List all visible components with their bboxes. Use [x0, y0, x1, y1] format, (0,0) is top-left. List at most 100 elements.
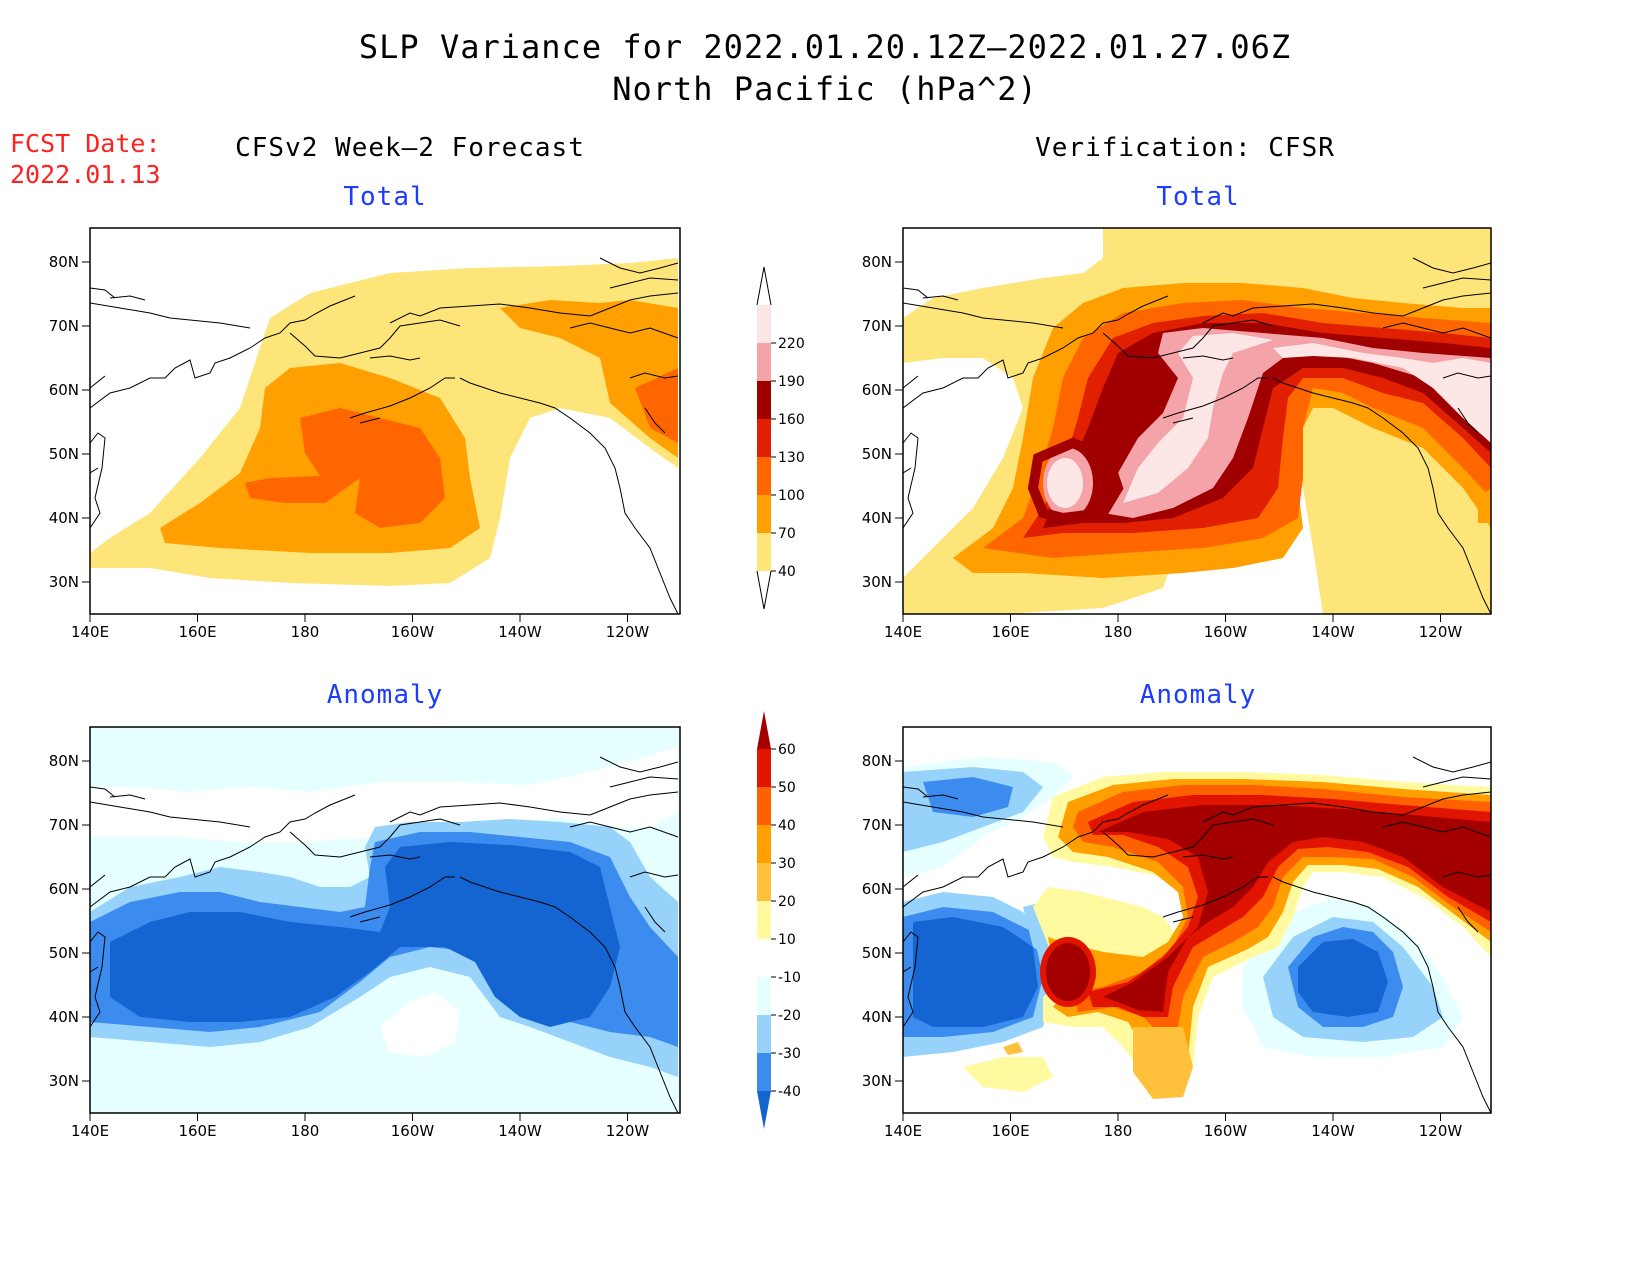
verif-anomaly-lat-label: 60N [862, 880, 892, 898]
verif-anomaly-lon-label: 120W [1419, 1122, 1463, 1140]
fcst-anomaly-frame [89, 726, 681, 1114]
colorbar-total-swatch [757, 343, 771, 381]
colorbar-anomaly-swatch [757, 939, 771, 977]
fcst-anomaly-lon-label: 140W [498, 1122, 542, 1140]
verif-total-lon-label: 120W [1419, 623, 1463, 641]
fcst-total-lat-label: 50N [49, 445, 79, 463]
verif-anomaly-subtitle: Anomaly [1139, 680, 1257, 710]
colorbar-total: 40 70 100 130 160 190 220 [756, 266, 805, 610]
fcst-anomaly-lat-label: 60N [49, 880, 79, 898]
verif-total-lon-label: 160W [1204, 623, 1248, 641]
verif-total-lat-label: 30N [862, 573, 892, 591]
verif-anomaly-lon-label: 160W [1204, 1122, 1248, 1140]
colorbar-total-swatch [757, 381, 771, 419]
colorbar-anomaly-swatch [757, 749, 771, 787]
fcst-anomaly-lon-label: 120W [606, 1122, 650, 1140]
fcst-total-lon-label: 180 [291, 623, 320, 641]
colorbar-anomaly-label: -30 [778, 1046, 801, 1062]
fcst-anomaly-lon-label: 160E [178, 1122, 216, 1140]
fcst-date-value: 2022.01.13 [10, 160, 161, 189]
verif-total-lon-label: 180 [1104, 623, 1133, 641]
verif-anomaly-lat-label: 30N [862, 1072, 892, 1090]
verif-total-lat-label: 70N [862, 317, 892, 335]
colorbar-anomaly-label: 40 [778, 818, 796, 834]
fcst-total-lon-label: 160W [391, 623, 435, 641]
fcst-anomaly-lat-label: 40N [49, 1008, 79, 1026]
verif-anomaly-lat-label: 40N [862, 1008, 892, 1026]
colorbar-total-swatch [757, 457, 771, 495]
colorbar-total-label: 190 [778, 374, 805, 390]
main-title: SLP Variance for 2022.01.20.12Z–2022.01.… [358, 28, 1292, 66]
fcst-total-lat-label: 60N [49, 381, 79, 399]
colorbar-anomaly-label: -20 [778, 1008, 801, 1024]
colorbar-anomaly-label: 20 [778, 894, 796, 910]
verification-column-header: Verification: CFSR [1035, 133, 1335, 163]
fcst-anomaly-lat-label: 80N [49, 752, 79, 770]
fcst-anomaly-lat-label: 30N [49, 1072, 79, 1090]
fcst-date-block: FCST Date: 2022.01.13 [10, 128, 161, 190]
colorbar-anomaly-label: -40 [778, 1084, 801, 1100]
verif-total-lat-label: 40N [862, 509, 892, 527]
verif-total-lon-label: 160E [991, 623, 1029, 641]
fcst-total-lat-label: 70N [49, 317, 79, 335]
colorbar-anomaly-label: 60 [778, 742, 796, 758]
main-subtitle: North Pacific (hPa^2) [612, 70, 1038, 108]
fcst-total-lon-label: 160E [178, 623, 216, 641]
fcst-total-lon-label: 120W [606, 623, 650, 641]
colorbar-anomaly-label: -10 [778, 970, 801, 986]
colorbar-anomaly-swatch [757, 977, 771, 1015]
fcst-anomaly-lon-label: 180 [291, 1122, 320, 1140]
fcst-total-map [90, 228, 680, 614]
fcst-anomaly-lat-label: 50N [49, 944, 79, 962]
colorbar-anomaly: 60 50 40 30 20 10 -10 -20 -30 -40 [757, 711, 801, 1129]
verif-anomaly-lat-label: 70N [862, 816, 892, 834]
fcst-total-lat-label: 30N [49, 573, 79, 591]
colorbar-anomaly-swatch [757, 787, 771, 825]
colorbar-total-swatch [757, 533, 771, 571]
colorbar-anomaly-bottom-cap [757, 1091, 771, 1129]
colorbar-total-label: 70 [778, 526, 796, 542]
fcst-total-frame [89, 227, 681, 615]
verif-anomaly-lat-label: 50N [862, 944, 892, 962]
colorbar-total-label: 130 [778, 450, 805, 466]
axes-layer: 140E 160E 180 160W 140W 120W 80N 70N 60N 50N 40N 30… [49, 253, 1463, 1140]
colorbar-anomaly-label: 30 [778, 856, 796, 872]
fcst-total-lat-label: 40N [49, 509, 79, 527]
colorbar-anomaly-swatch [757, 1053, 771, 1091]
colorbar-total-top-cap [756, 266, 772, 306]
colorbar-total-label: 220 [778, 336, 805, 352]
verif-total-lon-label: 140W [1311, 623, 1355, 641]
fcst-date-label: FCST Date: [10, 129, 161, 158]
colorbar-anomaly-swatch [757, 901, 771, 939]
fcst-anomaly-lon-label: 140E [71, 1122, 109, 1140]
colorbar-anomaly-label: 50 [778, 780, 796, 796]
verif-anomaly-lon-label: 180 [1104, 1122, 1133, 1140]
colorbar-total-label: 160 [778, 412, 805, 428]
colorbar-anomaly-swatch [757, 825, 771, 863]
colorbar-total-label: 40 [778, 564, 796, 580]
verif-anomaly-lon-label: 160E [991, 1122, 1029, 1140]
verif-total-subtitle: Total [1156, 182, 1240, 212]
verif-total-lat-label: 60N [862, 381, 892, 399]
colorbar-total-label: 100 [778, 488, 805, 504]
fcst-total-lon-label: 140W [498, 623, 542, 641]
forecast-column-header: CFSv2 Week–2 Forecast [235, 133, 585, 163]
verif-total-lat-label: 50N [862, 445, 892, 463]
verif-total-lon-label: 140E [884, 623, 922, 641]
colorbar-anomaly-swatch [757, 1015, 771, 1053]
fcst-anomaly-lat-label: 70N [49, 816, 79, 834]
fcst-anomaly-subtitle: Anomaly [326, 680, 444, 710]
colorbar-anomaly-label: 10 [778, 932, 796, 948]
fcst-total-lon-label: 140E [71, 623, 109, 641]
colorbar-total-bottom-cap [756, 570, 772, 610]
verif-anomaly-lon-label: 140E [884, 1122, 922, 1140]
verif-total-map [903, 228, 1491, 614]
colorbar-anomaly-swatch [757, 863, 771, 901]
verif-anomaly-lat-label: 80N [862, 752, 892, 770]
fcst-anomaly-lon-label: 160W [391, 1122, 435, 1140]
colorbar-total-swatch [757, 305, 771, 343]
fcst-total-subtitle: Total [343, 182, 427, 212]
verif-anomaly-frame [902, 726, 1492, 1114]
fcst-total-lat-label: 80N [49, 253, 79, 271]
